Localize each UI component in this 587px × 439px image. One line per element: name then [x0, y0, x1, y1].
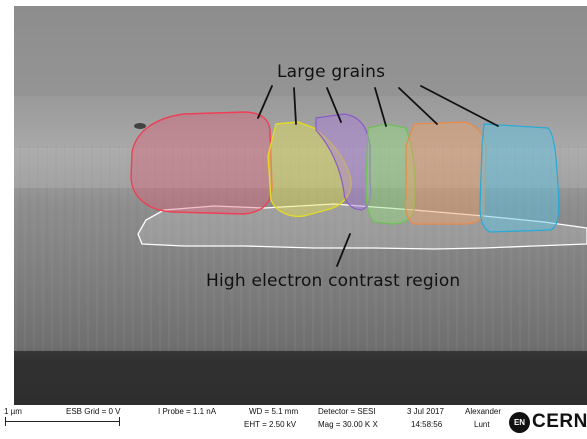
- user-first-name: Alexander: [465, 407, 502, 416]
- high-contrast-leader: [336, 233, 351, 267]
- grain-yellow: [267, 121, 352, 218]
- dark-substrate-band: [14, 351, 587, 405]
- columnar-texture: [14, 146, 587, 351]
- scale-bar: [5, 417, 120, 426]
- large-grains-label: Large grains: [277, 62, 386, 82]
- cern-badge-icon: EN: [509, 412, 530, 433]
- sem-cross-section-image: [14, 6, 587, 405]
- magnification-value: Mag = 30.00 K X: [318, 420, 378, 429]
- surface-particle: [134, 123, 146, 129]
- grain-red: [130, 111, 273, 215]
- user-last-name: Lunt: [474, 420, 490, 429]
- sem-info-bar: 1 µm ESB Grid = 0 V I Probe = 1.1 nA WD …: [0, 405, 587, 439]
- high-contrast-region-outline: [137, 203, 587, 250]
- scale-bar-label: 1 µm: [4, 407, 22, 416]
- time-value: 14:58:56: [411, 420, 443, 429]
- grain-purple: [315, 113, 372, 211]
- eht-value: EHT = 2.50 kV: [244, 420, 297, 429]
- large-grains-leaders: [257, 85, 499, 127]
- i-probe-value: I Probe = 1.1 nA: [158, 407, 217, 416]
- detector-value: Detector = SESI: [318, 407, 376, 416]
- grain-orange: [404, 121, 487, 225]
- cern-logo: EN CERN: [509, 411, 587, 435]
- date-value: 3 Jul 2017: [407, 407, 444, 416]
- working-distance-value: WD = 5.1 mm: [249, 407, 299, 416]
- esb-grid-value: ESB Grid = 0 V: [66, 407, 121, 416]
- high-contrast-region-label: High electron contrast region: [206, 271, 461, 291]
- grain-blue: [479, 123, 560, 233]
- cern-wordmark: CERN: [532, 411, 587, 432]
